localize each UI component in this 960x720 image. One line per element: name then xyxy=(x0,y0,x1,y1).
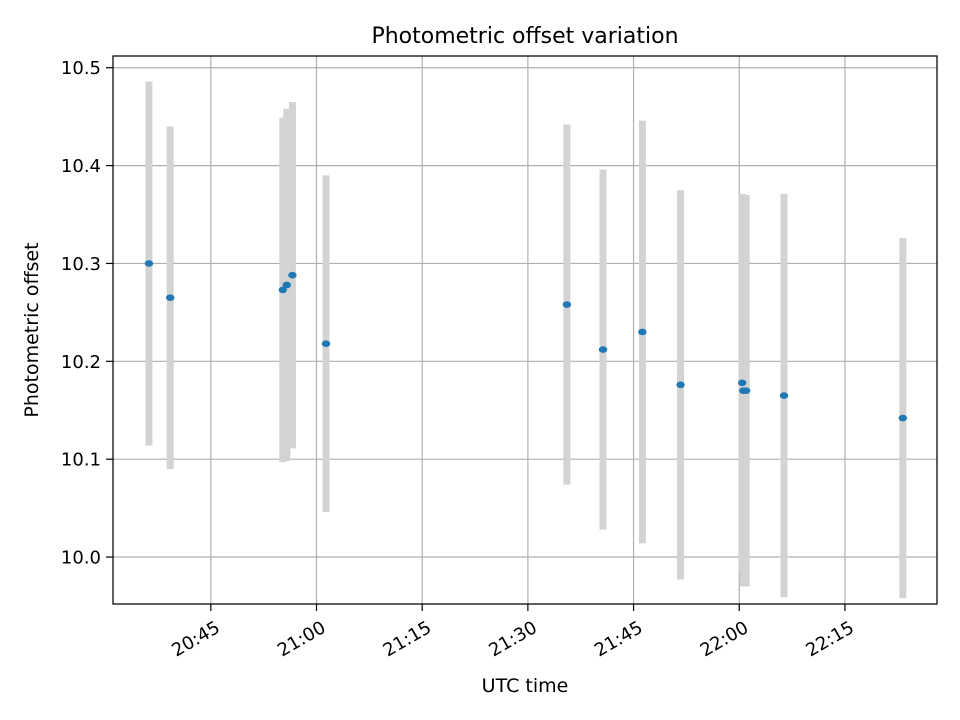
data-point xyxy=(144,260,154,267)
data-points xyxy=(144,260,908,422)
y-tick-label: 10.4 xyxy=(61,156,101,177)
data-point xyxy=(165,294,175,302)
data-point xyxy=(638,328,647,336)
y-tick-label: 10.3 xyxy=(61,254,101,275)
x-axis-label: UTC time xyxy=(482,675,569,697)
data-point xyxy=(676,381,685,389)
data-point xyxy=(741,387,751,394)
data-point xyxy=(278,286,288,294)
data-point xyxy=(282,281,291,289)
plot-frame xyxy=(112,55,938,605)
data-point xyxy=(321,340,331,348)
y-tick-label: 10.0 xyxy=(61,548,101,569)
chart-title: Photometric offset variation xyxy=(371,24,678,49)
data-point xyxy=(598,346,608,353)
y-tick-label: 10.5 xyxy=(61,58,101,79)
y-axis-label: Photometric offset xyxy=(21,242,43,417)
data-point xyxy=(288,271,297,279)
data-point xyxy=(562,301,572,308)
y-tick-label: 10.1 xyxy=(61,450,101,471)
data-point xyxy=(898,414,908,422)
data-point xyxy=(737,379,747,387)
y-tick-label: 10.2 xyxy=(61,352,101,373)
y-axis-ticks: 10.0 10.1 10.2 10.3 10.4 10.5 xyxy=(61,58,113,569)
data-point xyxy=(779,392,789,399)
